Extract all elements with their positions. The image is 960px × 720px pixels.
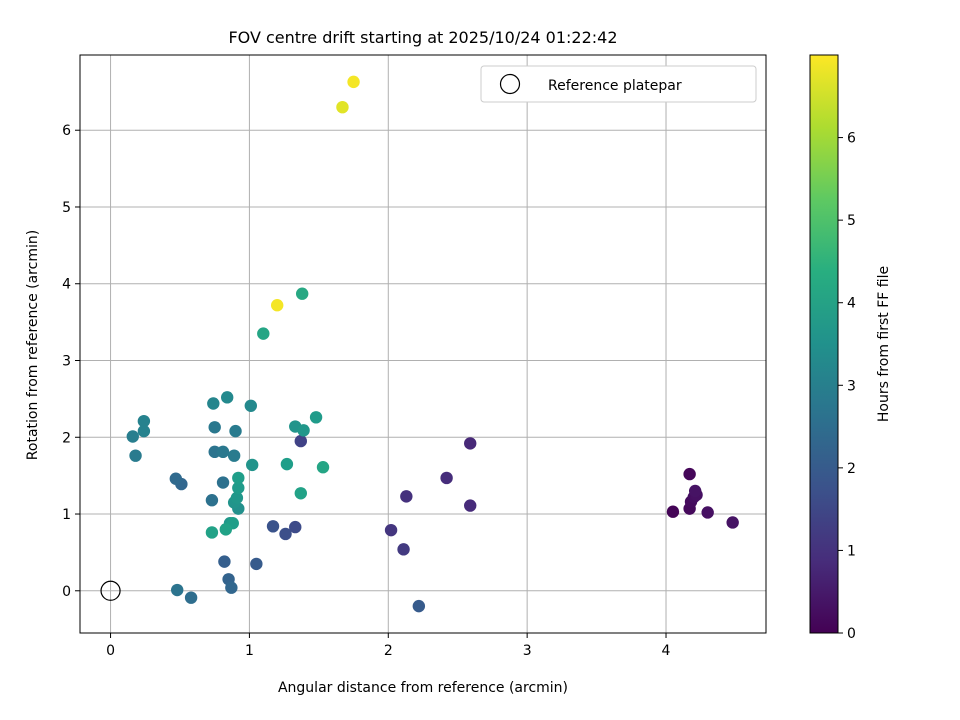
data-point [216, 476, 230, 489]
data-point [129, 449, 142, 462]
legend-label-reference: Reference platepar [548, 78, 682, 94]
colorbar-tick-label: 0 [847, 626, 856, 642]
data-point [250, 557, 263, 571]
colorbar-ticks: 0 1 2 3 4 5 6 [838, 131, 856, 642]
data-point [279, 527, 292, 541]
colorbar-tick-label: 3 [847, 378, 856, 394]
data-point [683, 467, 696, 481]
data-point [137, 414, 151, 428]
y-tick-label: 5 [62, 200, 71, 216]
data-point [464, 437, 477, 450]
data-point [726, 516, 739, 529]
data-point [257, 327, 270, 340]
data-point [225, 581, 238, 594]
plot-frame [79, 54, 767, 634]
colorbar-tick-label: 6 [847, 131, 856, 147]
colorbar-tick-label: 2 [847, 461, 856, 477]
data-point [297, 424, 310, 437]
colorbar: 0 1 2 3 4 5 6 Hours from first FF file [809, 54, 892, 642]
x-axis-label: Angular distance from reference (arcmin) [278, 680, 568, 696]
data-point [244, 399, 258, 412]
y-tick-label: 0 [62, 584, 71, 600]
colorbar-gradient [809, 54, 839, 634]
data-point [688, 484, 702, 498]
data-point [220, 391, 234, 404]
data-point [230, 491, 244, 505]
y-tick-label: 1 [62, 507, 71, 523]
data-point [232, 471, 245, 485]
data-point [440, 471, 453, 485]
x-axis-ticks: 0 1 2 3 4 [106, 633, 671, 659]
data-point [384, 523, 398, 537]
y-tick-label: 3 [62, 354, 71, 370]
data-point [294, 434, 307, 448]
data-point [207, 397, 220, 410]
colorbar-tick-label: 1 [847, 543, 856, 559]
data-point [316, 460, 330, 474]
data-point [227, 449, 241, 462]
data-point [397, 543, 410, 556]
colorbar-label: Hours from first FF file [876, 266, 892, 422]
legend: Reference platepar [480, 65, 757, 103]
x-tick-label: 1 [245, 643, 254, 659]
data-point [666, 505, 680, 518]
y-axis-ticks: 0 1 2 3 4 5 6 [62, 123, 80, 600]
data-point [171, 583, 184, 597]
data-point [219, 523, 233, 536]
y-tick-label: 4 [62, 277, 71, 293]
data-point [216, 445, 230, 459]
grid-lines [80, 55, 766, 633]
y-axis-label: Rotation from reference (arcmin) [25, 230, 41, 460]
y-tick-label: 2 [62, 430, 71, 446]
reference-platepar-marker [100, 580, 121, 601]
data-point [701, 506, 714, 519]
data-point [280, 457, 294, 471]
data-point [270, 299, 284, 312]
x-tick-label: 4 [662, 643, 671, 659]
data-point [218, 555, 231, 568]
data-point [208, 421, 221, 434]
data-point [169, 472, 183, 485]
data-point [205, 526, 219, 539]
data-point [412, 599, 426, 613]
data-point [205, 494, 219, 507]
x-tick-label: 0 [106, 643, 115, 659]
data-point [347, 75, 360, 89]
x-tick-label: 2 [384, 643, 393, 659]
legend-box [480, 65, 757, 103]
data-point [126, 430, 139, 443]
data-point [295, 287, 309, 300]
data-point [294, 487, 307, 500]
x-tick-label: 3 [523, 643, 532, 659]
data-point [400, 490, 413, 503]
data-point [464, 499, 477, 512]
colorbar-tick-label: 4 [847, 296, 856, 312]
data-point [336, 100, 349, 114]
data-point [245, 458, 259, 472]
data-points [126, 75, 739, 613]
data-point [229, 424, 242, 438]
data-point [289, 520, 302, 534]
chart-title: FOV centre drift starting at 2025/10/24 … [228, 28, 617, 47]
data-point [137, 424, 151, 438]
data-point [184, 591, 198, 604]
legend-marker-reference [499, 73, 521, 95]
data-point [266, 520, 280, 533]
colorbar-tick-label: 5 [847, 213, 856, 229]
data-point [309, 411, 323, 424]
data-point [232, 481, 245, 495]
reference-marker-group [100, 580, 121, 601]
y-tick-label: 6 [62, 123, 71, 139]
